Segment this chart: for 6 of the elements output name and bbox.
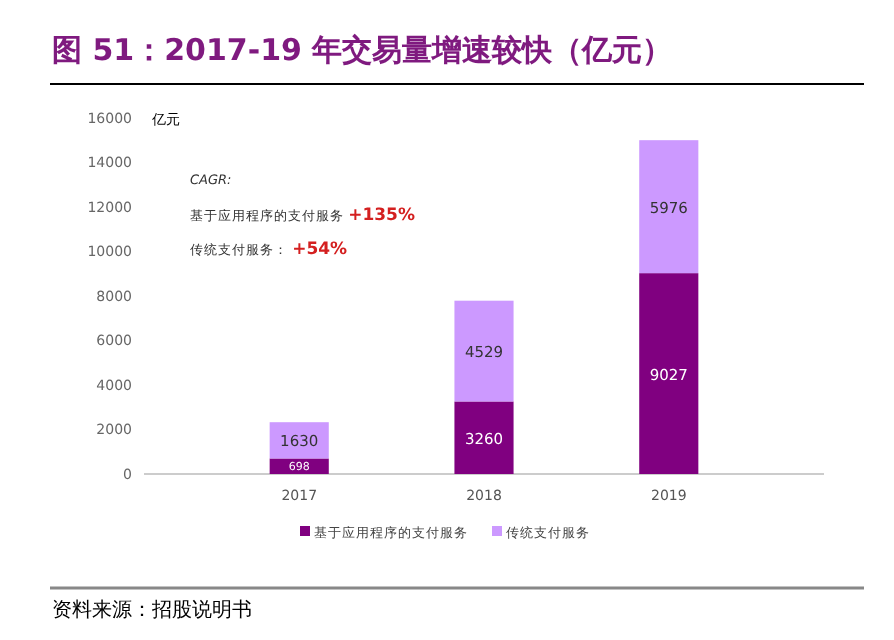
bar (639, 273, 699, 474)
bar (454, 300, 514, 402)
chart-title: 图 51：2017-19 年交易量增速较快（亿元） (52, 32, 673, 68)
bar (454, 401, 514, 474)
text: 资料来源：招股说明书 (52, 598, 252, 622)
bar (639, 140, 699, 274)
